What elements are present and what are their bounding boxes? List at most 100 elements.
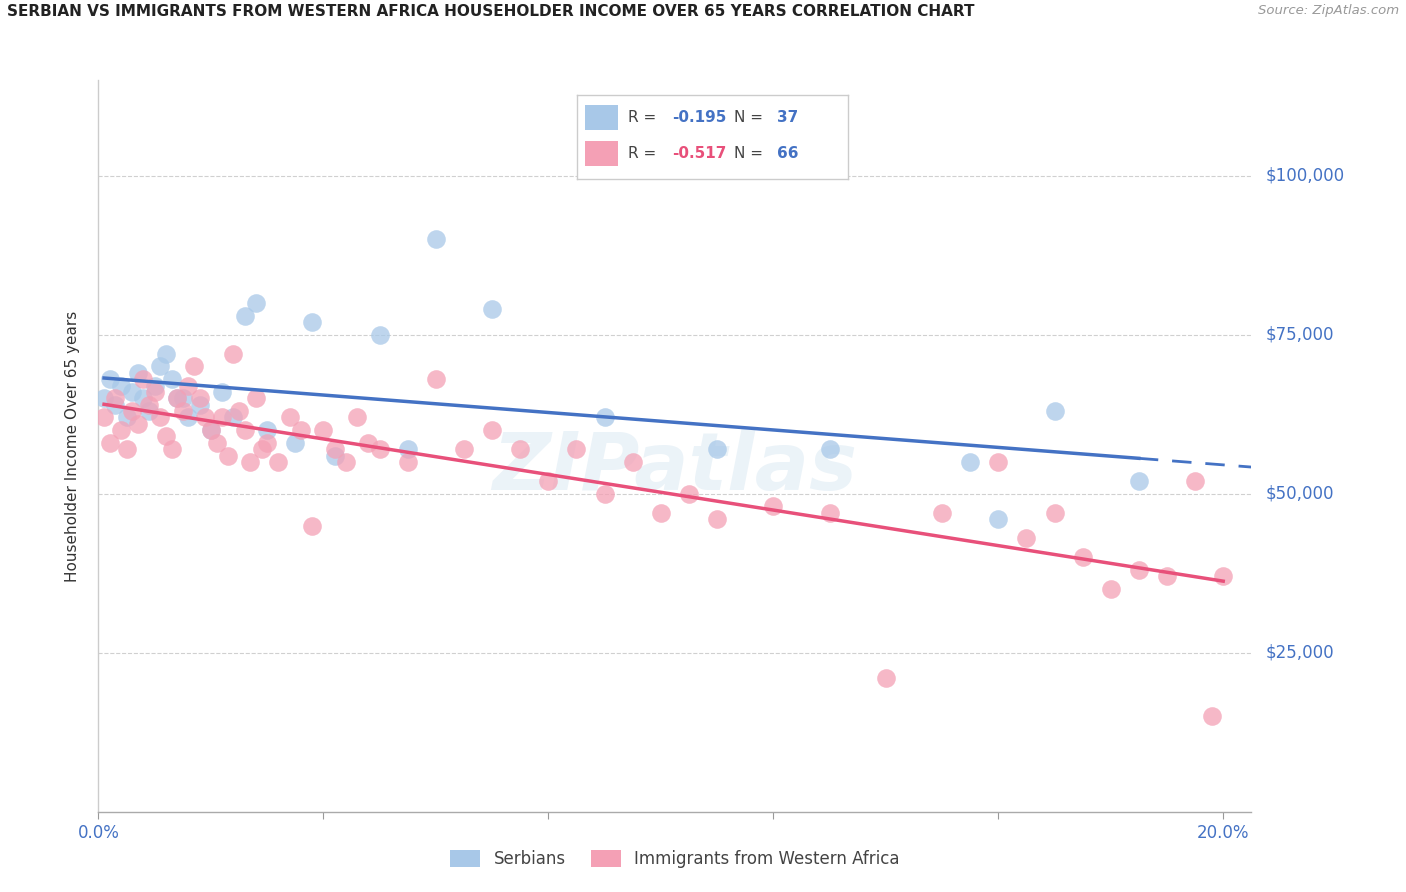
Point [104, 398, 127, 412]
Point [1156, 569, 1178, 583]
Point [312, 423, 335, 437]
Point [211, 384, 233, 399]
Point [346, 410, 368, 425]
Point [245, 392, 267, 406]
Point [155, 429, 177, 443]
Point [1043, 404, 1066, 418]
Point [138, 404, 160, 418]
Text: ZIPatlas: ZIPatlas [492, 429, 858, 507]
Point [481, 302, 503, 317]
Point [1128, 474, 1150, 488]
Point [987, 512, 1010, 526]
Point [166, 392, 188, 406]
Point [509, 442, 531, 457]
Point [290, 423, 312, 437]
Point [132, 392, 155, 406]
Point [1184, 474, 1206, 488]
Point [1071, 550, 1094, 565]
Point [217, 449, 239, 463]
Point [256, 423, 278, 437]
Legend: Serbians, Immigrants from Western Africa: Serbians, Immigrants from Western Africa [443, 843, 907, 875]
Point [205, 435, 228, 450]
Point [160, 372, 183, 386]
Point [621, 455, 644, 469]
Point [143, 384, 166, 399]
Point [323, 442, 346, 457]
Point [177, 410, 200, 425]
Point [593, 410, 616, 425]
Point [155, 347, 177, 361]
Text: Source: ZipAtlas.com: Source: ZipAtlas.com [1258, 4, 1399, 18]
Point [127, 366, 149, 380]
Point [110, 423, 132, 437]
Point [93, 392, 115, 406]
Point [115, 442, 138, 457]
Point [1015, 531, 1038, 545]
Point [183, 359, 205, 374]
Point [188, 398, 211, 412]
Point [110, 378, 132, 392]
Point [222, 347, 245, 361]
Point [166, 392, 188, 406]
Point [1099, 582, 1122, 596]
Point [396, 455, 419, 469]
Point [121, 384, 143, 399]
Point [678, 486, 700, 500]
Point [323, 449, 346, 463]
Point [453, 442, 475, 457]
Point [256, 435, 278, 450]
Point [931, 506, 953, 520]
Point [335, 455, 357, 469]
Point [481, 423, 503, 437]
Point [98, 372, 121, 386]
Point [1201, 709, 1223, 723]
Point [200, 423, 222, 437]
Point [818, 442, 841, 457]
Point [132, 372, 155, 386]
Point [284, 435, 307, 450]
Point [396, 442, 419, 457]
Point [706, 442, 728, 457]
Point [301, 518, 323, 533]
Point [267, 455, 290, 469]
Point [194, 410, 217, 425]
Point [425, 232, 447, 246]
Point [1128, 563, 1150, 577]
Point [177, 378, 200, 392]
Point [357, 435, 380, 450]
Point [593, 486, 616, 500]
Point [211, 410, 233, 425]
Point [115, 410, 138, 425]
Point [143, 378, 166, 392]
Point [104, 392, 127, 406]
Point [818, 506, 841, 520]
Text: $25,000: $25,000 [1265, 644, 1334, 662]
Point [987, 455, 1010, 469]
Point [127, 417, 149, 431]
Point [425, 372, 447, 386]
Y-axis label: Householder Income Over 65 years: Householder Income Over 65 years [65, 310, 80, 582]
Point [149, 410, 172, 425]
Point [228, 404, 250, 418]
Point [245, 296, 267, 310]
Point [278, 410, 301, 425]
Point [149, 359, 172, 374]
Point [160, 442, 183, 457]
Text: $75,000: $75,000 [1265, 326, 1334, 343]
Point [188, 392, 211, 406]
Point [93, 410, 115, 425]
Point [200, 423, 222, 437]
Point [1212, 569, 1234, 583]
Point [537, 474, 560, 488]
Point [875, 671, 897, 685]
Text: $100,000: $100,000 [1265, 167, 1344, 185]
Point [762, 500, 785, 514]
Point [233, 309, 256, 323]
Point [172, 404, 194, 418]
Point [172, 392, 194, 406]
Point [959, 455, 981, 469]
Text: $50,000: $50,000 [1265, 484, 1334, 503]
Point [98, 435, 121, 450]
Point [650, 506, 672, 520]
Point [222, 410, 245, 425]
